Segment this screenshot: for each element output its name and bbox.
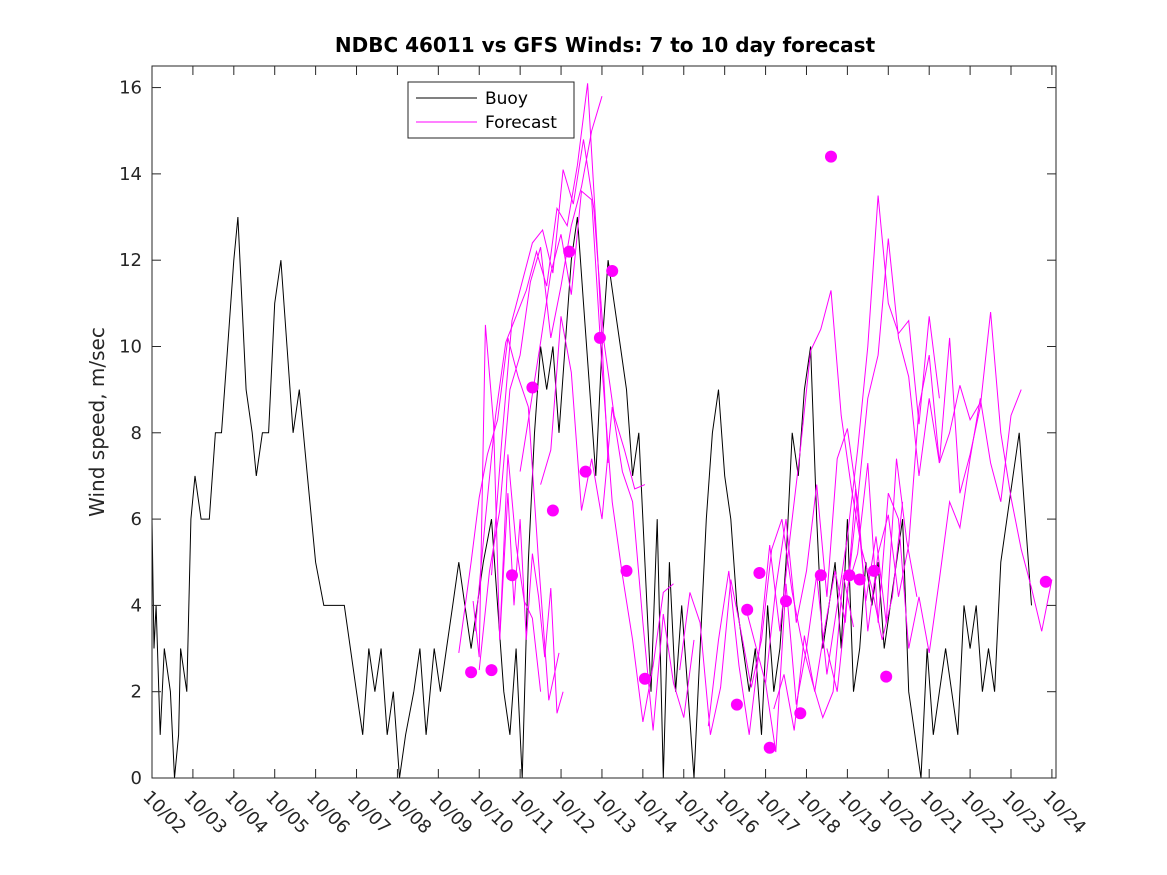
forecast-marker bbox=[825, 150, 837, 163]
forecast-marker bbox=[506, 569, 518, 582]
forecast-line-10 bbox=[707, 290, 904, 735]
y-tick-label: 14 bbox=[119, 164, 142, 185]
forecast-line-11 bbox=[744, 195, 940, 753]
legend-box bbox=[407, 81, 575, 139]
plot-frame bbox=[151, 65, 1057, 779]
legend: Buoy Forecast bbox=[407, 81, 575, 139]
forecast-marker bbox=[1039, 575, 1052, 588]
forecast-marker bbox=[794, 707, 807, 720]
forecast-marker bbox=[465, 666, 478, 679]
forecast-line-3 bbox=[474, 83, 609, 632]
y-tick-label: 8 bbox=[131, 423, 142, 444]
forecast-marker bbox=[853, 573, 866, 586]
forecast-marker bbox=[780, 595, 792, 608]
forecast-line-9 bbox=[679, 518, 854, 735]
y-axis-label: Wind speed, m/sec bbox=[85, 327, 109, 517]
forecast-marker bbox=[638, 672, 651, 685]
forecast-line-12 bbox=[765, 238, 981, 684]
forecast-marker bbox=[730, 698, 743, 711]
forecast-line-15 bbox=[846, 389, 1022, 653]
forecast-marker bbox=[579, 465, 592, 478]
forecast-marker bbox=[763, 741, 776, 754]
forecast-line-4 bbox=[491, 139, 646, 576]
legend-forecast-label: Forecast bbox=[485, 113, 557, 133]
forecast-line-6 bbox=[499, 454, 542, 692]
y-tick-label: 12 bbox=[119, 250, 142, 271]
forecast-marker bbox=[880, 670, 893, 683]
y-tick-label: 2 bbox=[131, 682, 142, 703]
y-tick-label: 0 bbox=[131, 768, 142, 789]
forecast-marker bbox=[606, 265, 619, 277]
y-tick-label: 6 bbox=[131, 509, 142, 530]
forecast-line-5 bbox=[519, 190, 674, 722]
chart-title: NDBC 46011 vs GFS Winds: 7 to 10 day for… bbox=[335, 33, 876, 57]
legend-buoy-label: Buoy bbox=[485, 89, 528, 109]
forecast-marker bbox=[868, 564, 880, 577]
forecast-series-group bbox=[458, 83, 1053, 753]
forecast-marker bbox=[526, 381, 539, 394]
forecast-marker bbox=[546, 504, 559, 517]
y-tick-label: 10 bbox=[119, 336, 142, 357]
y-tick-label: 4 bbox=[131, 595, 142, 616]
plot-area bbox=[152, 66, 1056, 778]
forecast-marker bbox=[593, 331, 606, 344]
y-tick-label: 16 bbox=[119, 78, 142, 99]
forecast-marker bbox=[563, 245, 576, 258]
forecast-marker bbox=[753, 567, 766, 579]
forecast-marker bbox=[741, 603, 754, 616]
forecast-marker bbox=[620, 564, 633, 577]
y-axis: 0 2 4 6 8 10 12 14 16 bbox=[119, 78, 1056, 789]
forecast-line-14 bbox=[773, 458, 918, 731]
forecast-marker bbox=[485, 664, 498, 677]
forecast-markers bbox=[465, 150, 1052, 754]
forecast-marker bbox=[814, 569, 827, 582]
forecast-line-7 bbox=[472, 324, 564, 714]
forecast-line-8 bbox=[540, 316, 695, 731]
forecast-marker bbox=[843, 569, 856, 582]
forecast-line-2 bbox=[478, 96, 603, 671]
